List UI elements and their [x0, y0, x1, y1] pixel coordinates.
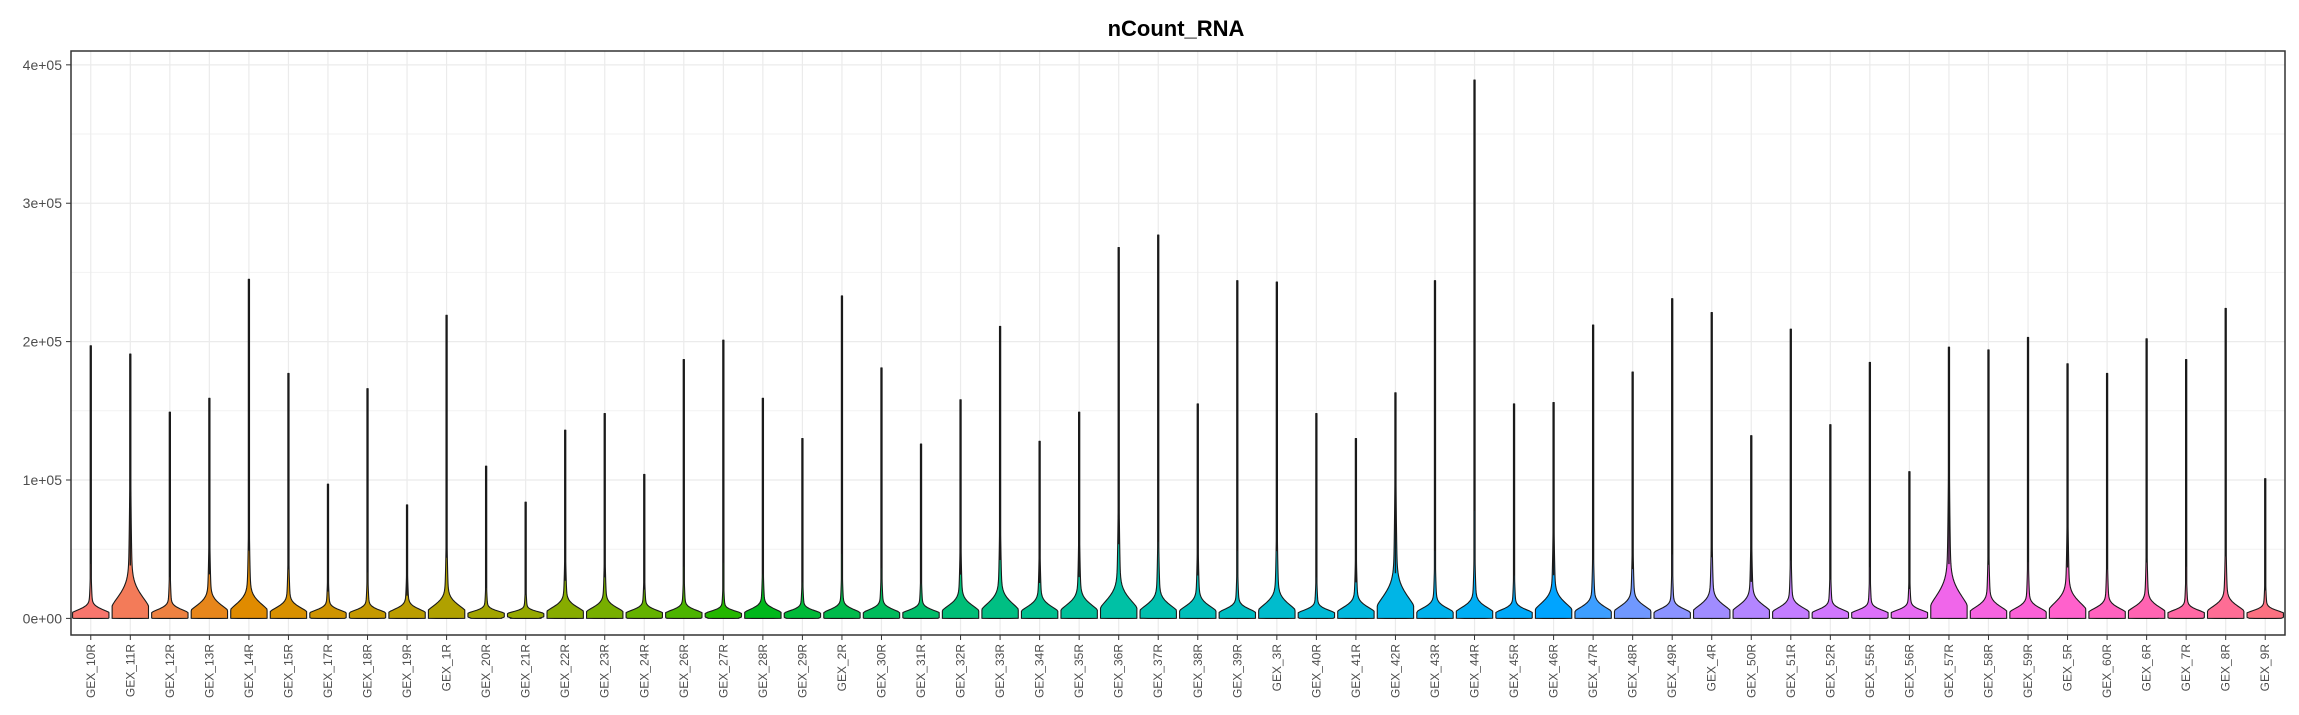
x-tick-label: GEX_26R [677, 644, 691, 698]
x-tick-label: GEX_19R [400, 644, 414, 698]
x-tick-label: GEX_12R [163, 644, 177, 698]
x-tick-label: GEX_36R [1112, 644, 1126, 698]
y-tick-label: 1e+05 [23, 472, 63, 488]
x-tick-label: GEX_39R [1230, 644, 1244, 698]
x-tick-label: GEX_24R [637, 644, 651, 698]
x-tick-label: GEX_38R [1191, 644, 1205, 698]
x-tick-label: GEX_42R [1388, 644, 1402, 698]
x-tick-label: GEX_17R [321, 644, 335, 698]
x-tick-label: GEX_8R [2219, 644, 2233, 692]
x-tick-label: GEX_50R [1744, 644, 1758, 698]
violins [72, 79, 2284, 619]
x-tick-label: GEX_31R [914, 644, 928, 698]
x-tick-label: GEX_43R [1428, 644, 1442, 698]
chart-title: nCount_RNA [1108, 16, 1245, 41]
x-tick-label: GEX_29R [795, 644, 809, 698]
x-tick-label: GEX_57R [1942, 644, 1956, 698]
x-tick-label: GEX_9R [2258, 644, 2272, 692]
x-tick-label: GEX_58R [1981, 644, 1995, 698]
x-tick-label: GEX_35R [1072, 644, 1086, 698]
y-tick-label: 2e+05 [23, 334, 63, 350]
plot-border [70, 50, 2286, 636]
x-tick-label: GEX_30R [874, 644, 888, 698]
grid [71, 51, 2285, 635]
x-tick-label: GEX_45R [1507, 644, 1521, 698]
x-axis: GEX_10R GEX_11R GEX_12R GEX_13R GEX_14R GEX_1… [84, 635, 2272, 698]
x-tick-label: GEX_47R [1586, 644, 1600, 698]
x-tick-label: GEX_33R [993, 644, 1007, 698]
x-tick-label: GEX_59R [2021, 644, 2035, 698]
x-tick-label: GEX_10R [84, 644, 98, 698]
x-tick-label: GEX_5R [2061, 644, 2075, 692]
x-tick-label: GEX_21R [519, 644, 533, 698]
x-tick-label: GEX_6R [2140, 644, 2154, 692]
x-tick-label: GEX_4R [1705, 644, 1719, 692]
x-tick-label: GEX_13R [202, 644, 216, 698]
x-tick-label: GEX_7R [2179, 644, 2193, 692]
x-tick-label: GEX_28R [756, 644, 770, 698]
x-tick-label: GEX_55R [1863, 644, 1877, 698]
x-tick-label: GEX_52R [1823, 644, 1837, 698]
x-tick-label: GEX_27R [716, 644, 730, 698]
x-tick-label: GEX_48R [1626, 644, 1640, 698]
y-tick-label: 0e+00 [23, 610, 63, 626]
x-tick-label: GEX_37R [1151, 644, 1165, 698]
x-tick-label: GEX_14R [242, 644, 256, 698]
x-tick-label: GEX_44R [1468, 644, 1482, 698]
x-tick-label: GEX_11R [123, 644, 137, 697]
y-axis: 0e+00 1e+05 2e+05 3e+05 4e+05 [23, 57, 71, 626]
x-tick-label: GEX_18R [361, 644, 375, 698]
x-tick-label: GEX_23R [598, 644, 612, 698]
x-tick-label: GEX_1R [440, 644, 454, 692]
y-tick-label: 4e+05 [23, 57, 63, 73]
x-tick-label: GEX_32R [954, 644, 968, 698]
x-tick-label: GEX_15R [281, 644, 295, 698]
x-tick-label: GEX_3R [1270, 644, 1284, 692]
x-tick-label: GEX_40R [1309, 644, 1323, 698]
x-tick-label: GEX_51R [1784, 644, 1798, 698]
x-tick-label: GEX_49R [1665, 644, 1679, 698]
x-tick-label: GEX_34R [1033, 644, 1047, 698]
x-tick-label: GEX_41R [1349, 644, 1363, 698]
x-tick-label: GEX_46R [1547, 644, 1561, 698]
x-tick-label: GEX_56R [1902, 644, 1916, 698]
y-tick-label: 3e+05 [23, 195, 63, 211]
x-tick-label: GEX_60R [2100, 644, 2114, 698]
x-tick-label: GEX_2R [835, 644, 849, 692]
x-tick-label: GEX_20R [479, 644, 493, 698]
x-tick-label: GEX_22R [558, 644, 572, 698]
